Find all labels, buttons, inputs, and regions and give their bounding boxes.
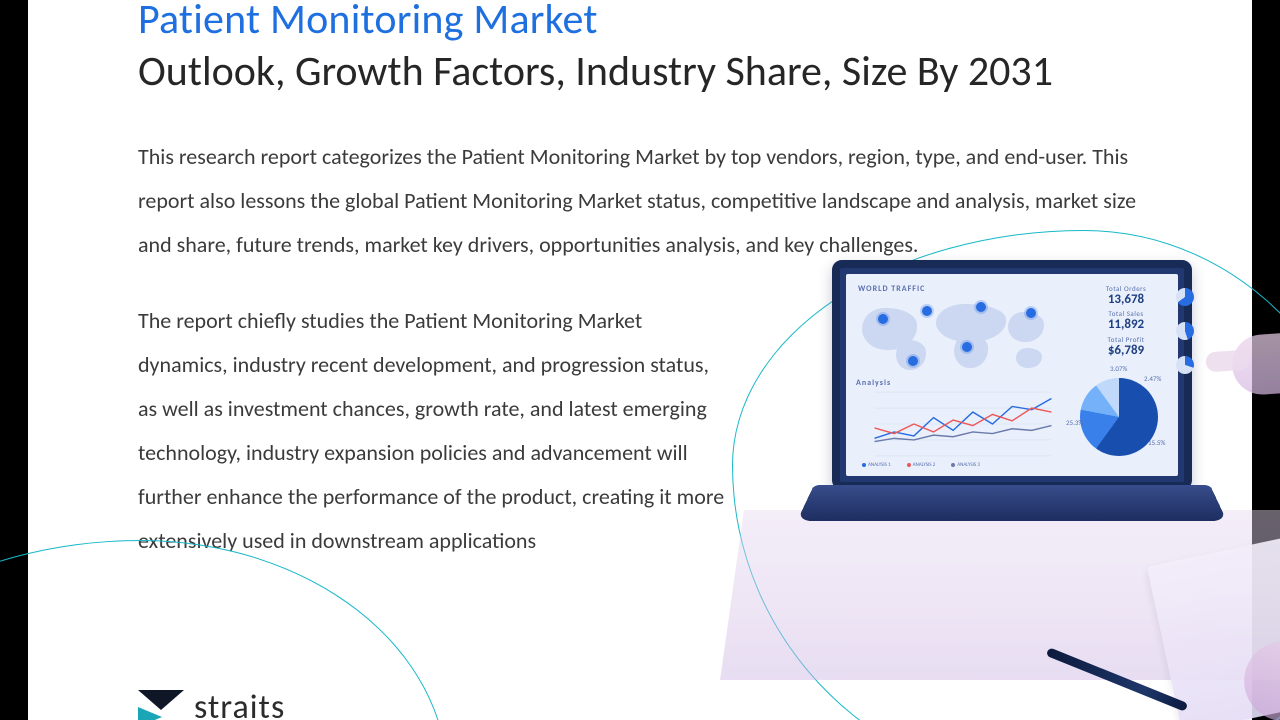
pie-annotation: 3.07% xyxy=(1110,364,1127,373)
pie-annotation: 15.5% xyxy=(1148,438,1165,447)
laptop-dashboard-illustration: WORLD TRAFFIC xyxy=(772,260,1280,680)
kpi-value: 13,678 xyxy=(1082,293,1170,307)
kpi-value: $6,789 xyxy=(1082,344,1170,358)
chart-legend: ANALYSIS 1 ANALYSIS 2 ANALYSIS 3 xyxy=(856,462,1070,468)
line-chart-svg xyxy=(856,388,1070,460)
laptop-screen: WORLD TRAFFIC xyxy=(832,260,1192,490)
pointing-finger xyxy=(1205,349,1250,372)
dashboard: WORLD TRAFFIC xyxy=(846,274,1178,476)
legend-item: ANALYSIS 2 xyxy=(901,462,936,468)
logo-mark-icon xyxy=(138,690,184,720)
analysis-chart: Analysis ANALYSIS 1 ANALYSIS 2 ANALYSIS 3 xyxy=(856,378,1070,468)
kpi-stats: Total Orders13,678Total Sales11,892Total… xyxy=(1082,282,1170,358)
brand-logo: straits xyxy=(138,690,285,720)
mini-pie-icon xyxy=(1176,288,1194,306)
line-chart xyxy=(856,388,1070,460)
world-map xyxy=(858,298,1048,378)
pie-annotation: 25.3% xyxy=(1066,418,1083,427)
mini-pie-icon xyxy=(1176,322,1194,340)
analysis-label: Analysis xyxy=(856,378,1070,388)
legend-item: ANALYSIS 1 xyxy=(856,462,891,468)
kpi-value: 11,892 xyxy=(1082,318,1170,332)
pie-panel: 3.07%2.47%15.5%25.3% xyxy=(1080,378,1170,468)
slide-page: Patient Monitoring Market Outlook, Growt… xyxy=(0,0,1280,720)
pie-annotation: 2.47% xyxy=(1144,374,1161,383)
report-title: Patient Monitoring Market xyxy=(138,0,1138,44)
mini-pie-icon xyxy=(1176,356,1194,374)
logo-text: straits xyxy=(194,696,285,720)
legend-item: ANALYSIS 3 xyxy=(945,462,980,468)
report-subtitle: Outlook, Growth Factors, Industry Share,… xyxy=(138,46,1138,99)
hand-pointing xyxy=(1230,323,1280,396)
big-pie-chart: 3.07%2.47%15.5%25.3% xyxy=(1080,378,1158,456)
laptop-base xyxy=(797,485,1227,521)
intro-paragraph-2: The report chiefly studies the Patient M… xyxy=(138,299,728,563)
dashboard-lower: Analysis ANALYSIS 1ANALYSIS 2ANALYSIS 3 … xyxy=(856,378,1170,468)
laptop: WORLD TRAFFIC xyxy=(832,260,1192,560)
